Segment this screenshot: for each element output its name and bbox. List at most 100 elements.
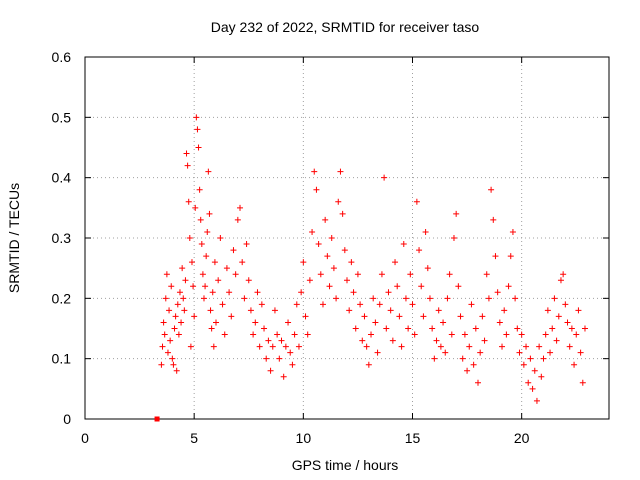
data-point [166,307,173,314]
data-point [192,204,199,211]
data-point [376,301,383,308]
data-point [560,271,567,278]
data-point [210,343,217,350]
axis-ticks: 0 5 10 15 20 0 0.1 0.2 0.3 0.4 0.5 0.6 [52,49,609,446]
data-point [209,289,216,296]
data-point [433,337,440,344]
data-point [215,277,222,284]
data-point [170,361,177,368]
data-point [250,331,257,338]
data-point [564,319,571,326]
data-point [400,241,407,248]
data-point [169,355,176,362]
data-point [199,271,206,278]
data-point [252,319,259,326]
data-point [159,343,166,350]
y-tick-label: 0 [63,411,71,427]
data-point [442,349,449,356]
data-point [226,289,233,296]
y-tick-label: 0.4 [52,170,72,186]
data-point [457,313,464,320]
data-point [555,313,562,320]
data-point [198,241,205,248]
data-point [319,301,326,308]
data-point [162,295,169,302]
data-point [187,343,194,350]
data-point [450,235,457,241]
data-point [197,216,204,223]
data-point [402,295,409,302]
data-point [437,343,444,350]
data-point [485,295,492,302]
data-point [195,144,202,151]
data-point [190,283,197,290]
data-point [183,150,190,157]
data-point [448,331,455,338]
y-tick-label: 0.5 [52,109,72,125]
grid-lines [85,57,609,419]
y-tick-label: 0.6 [52,49,72,65]
data-point [207,307,214,314]
data-point [431,355,438,362]
data-point [544,307,551,314]
data-point [247,307,254,314]
data-point [518,331,525,338]
data-point [557,277,564,284]
data-point [424,265,431,272]
data-point [562,301,569,308]
data-point [193,114,200,121]
data-point [208,325,215,332]
data-point [413,198,420,205]
data-point [475,379,481,386]
data-point [536,343,543,350]
data-point [350,289,357,296]
data-point [213,319,219,326]
data-point [245,277,252,284]
data-point [276,355,283,362]
data-point [422,228,429,235]
x-tick-label: 15 [405,430,421,446]
data-point [221,331,228,338]
data-point [577,349,584,356]
data-point [553,337,560,344]
data-point [477,349,484,356]
data-point [455,283,462,290]
data-point [514,325,521,332]
data-point [453,210,460,217]
data-point [446,271,453,278]
data-point [531,367,538,374]
data-point [571,361,578,368]
data-point [180,295,187,302]
data-point [488,186,495,193]
data-point [542,331,549,338]
data-point [287,349,294,356]
data-point [185,198,192,205]
data-point [344,277,350,284]
data-point [176,289,183,296]
data-point [280,373,287,380]
data-point [468,301,475,308]
data-point [341,247,348,254]
x-tick-label: 0 [81,430,89,446]
x-tick-label: 10 [296,430,312,446]
data-point [407,271,414,278]
data-point [405,325,412,332]
outlier-marker [154,416,160,422]
data-point [179,265,186,272]
data-point [374,349,381,356]
data-point [278,337,285,344]
chart-title: Day 232 of 2022, SRMTID for receiver tas… [211,19,480,35]
data-point [398,343,405,350]
data-point [368,331,375,338]
data-point [181,307,188,314]
data-point [178,319,185,326]
data-point [416,247,423,254]
data-point [568,325,575,332]
data-point [206,210,213,217]
data-point [464,367,471,374]
data-point [335,198,342,205]
data-point [499,343,506,350]
data-point [200,295,207,302]
data-point [551,295,558,302]
